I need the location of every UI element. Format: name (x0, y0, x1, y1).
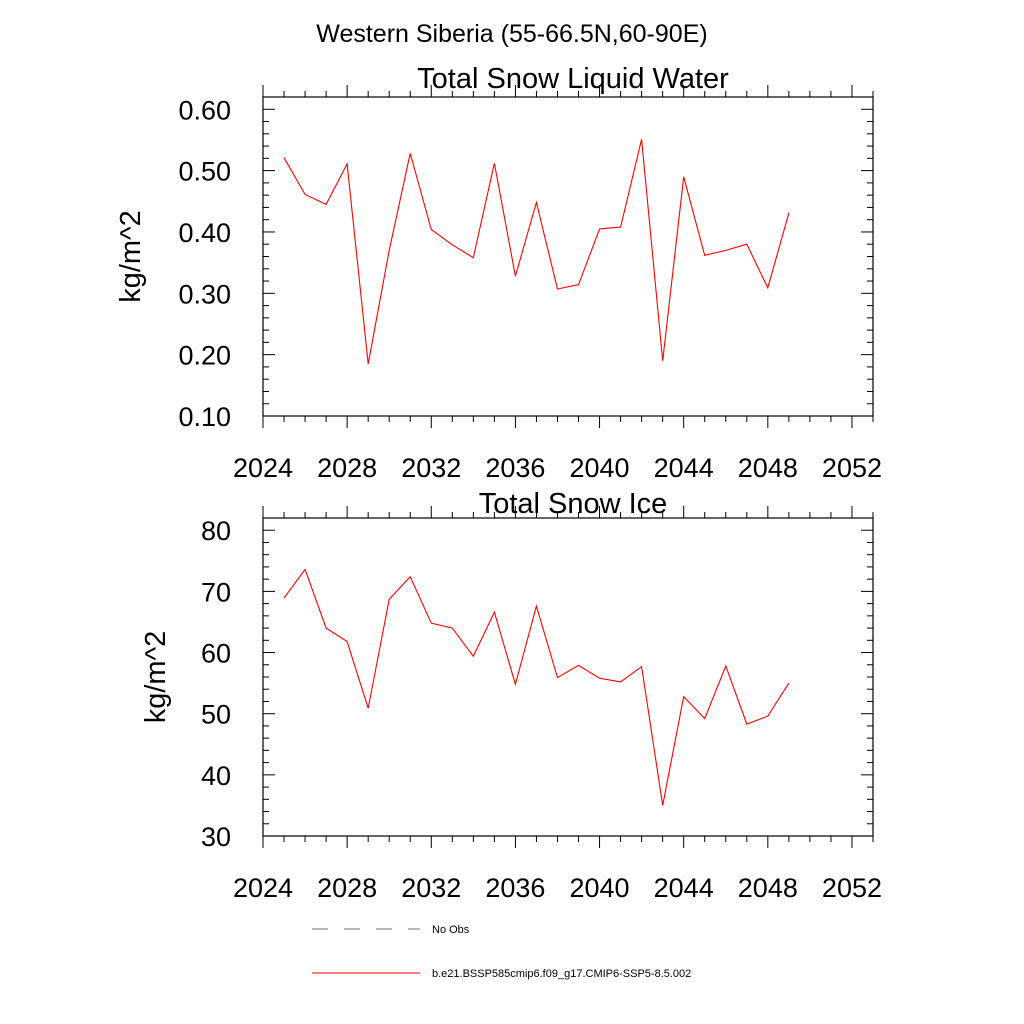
chart-panel-1: Total Snow Liquid Water 2024 2028 2032 2036 2… (115, 63, 882, 483)
legend-label-2: b.e21.BSSP585cmip6.f09_g17.CMIP6-SSP5-8.… (432, 968, 691, 980)
y-tick-label: 0.10 (178, 402, 231, 432)
y-tick-label: 50 (201, 700, 231, 730)
y-tick-label: 0.50 (178, 157, 231, 187)
x-tick-label: 2032 (401, 453, 461, 483)
x-tick-label: 2044 (654, 453, 714, 483)
y-tick-label: 60 (201, 639, 231, 669)
y-tick-label: 0.40 (178, 218, 231, 248)
x-tick-label: 2040 (570, 873, 630, 903)
plot-frame (262, 517, 874, 837)
x-tick-label: 2040 (570, 453, 630, 483)
y-tick-label: 0.60 (178, 95, 231, 125)
x-tick-label: 2052 (822, 873, 882, 903)
y-axis-label: kg/m^2 (115, 210, 147, 303)
x-tick-label: 2028 (317, 453, 377, 483)
chart-title: Total Snow Liquid Water (417, 63, 729, 95)
x-tick-label: 2048 (738, 873, 798, 903)
y-tick-label: 80 (201, 516, 231, 546)
x-tick-label: 2036 (485, 873, 545, 903)
series-line-1 (283, 568, 790, 806)
y-tick-label: 70 (201, 577, 231, 607)
x-tick-label: 2024 (233, 453, 293, 483)
x-tick-label: 2028 (317, 873, 377, 903)
x-tick-label: 2024 (233, 873, 293, 903)
y-tick-label: 0.20 (178, 341, 231, 371)
chart-panel-2: Total Snow Ice 2024 2028 2032 2036 2040 2044 20… (140, 488, 882, 903)
legend: No Obs b.e21.BSSP585cmip6.f09_g17.CMIP6-S… (312, 924, 691, 980)
chart-title: Total Snow Ice (479, 488, 668, 520)
x-tick-label: 2036 (485, 453, 545, 483)
figure-suptitle: Western Siberia (55-66.5N,60-90E) (316, 20, 707, 48)
y-tick-label: 0.30 (178, 279, 231, 309)
x-tick-label: 2052 (822, 453, 882, 483)
plot-frame (262, 96, 874, 417)
x-tick-label: 2044 (654, 873, 714, 903)
x-tick-label: 2048 (738, 453, 798, 483)
legend-label-1: No Obs (432, 924, 470, 936)
chart-panels: Total Snow Liquid Water 2024 2028 2032 2036 2… (115, 63, 882, 903)
series-line-1 (283, 139, 790, 365)
x-tick-label: 2032 (401, 873, 461, 903)
y-tick-label: 30 (201, 822, 231, 852)
y-tick-label: 40 (201, 761, 231, 791)
y-axis-label: kg/m^2 (140, 631, 172, 724)
